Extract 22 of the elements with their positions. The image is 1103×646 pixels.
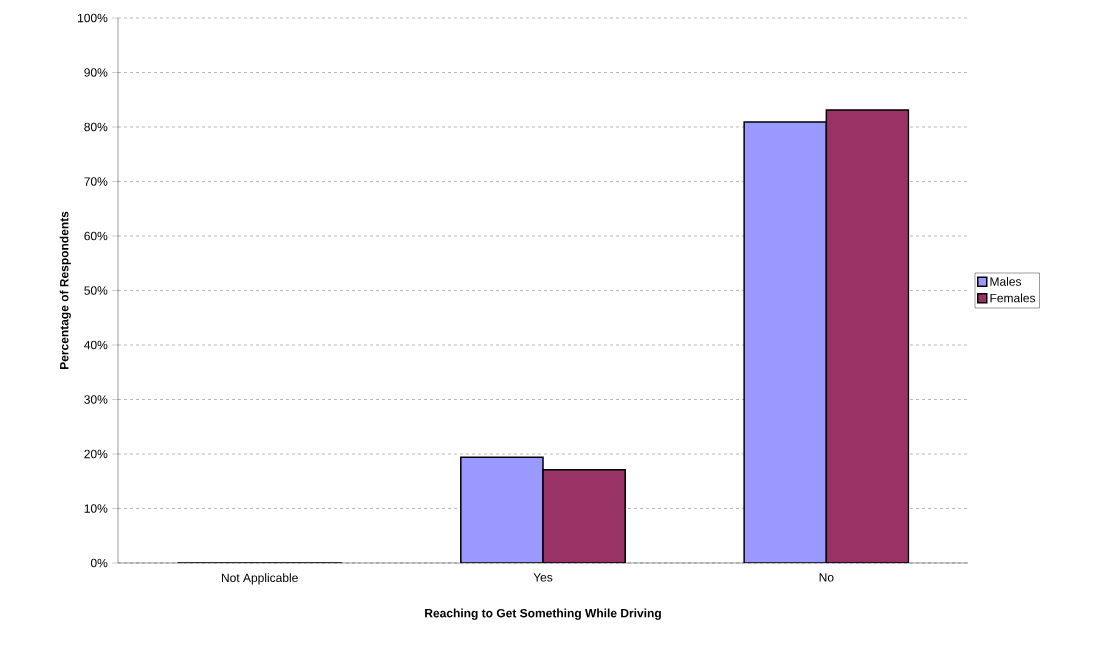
x-tick-label: No (819, 573, 834, 582)
x-tick-label: Yes (533, 573, 553, 582)
bar (460, 456, 544, 563)
y-tick-label: 20% (84, 449, 108, 459)
bar (743, 121, 828, 563)
y-tick-label: 90% (84, 68, 108, 77)
legend-label: Males (990, 277, 1022, 286)
x-tick-label: Not Applicable (221, 573, 298, 585)
y-tick-label: 70% (84, 177, 108, 186)
x-axis-title: Reaching to Get Something While Driving (425, 608, 661, 620)
y-axis-title: Percentage of Respondents (59, 211, 71, 370)
y-tick-label: 80% (84, 122, 108, 132)
y-tick-label: 40% (84, 340, 108, 350)
bar (542, 469, 626, 563)
y-tick-label: 60% (84, 231, 108, 241)
y-tick-label: 0% (90, 558, 108, 568)
y-tick-label: 100% (78, 13, 108, 23)
legend-label: Females (990, 293, 1036, 303)
y-tick-label: 10% (84, 504, 108, 513)
y-tick-label: 50% (84, 286, 108, 295)
bar (825, 109, 910, 563)
y-tick-label: 30% (84, 395, 108, 404)
